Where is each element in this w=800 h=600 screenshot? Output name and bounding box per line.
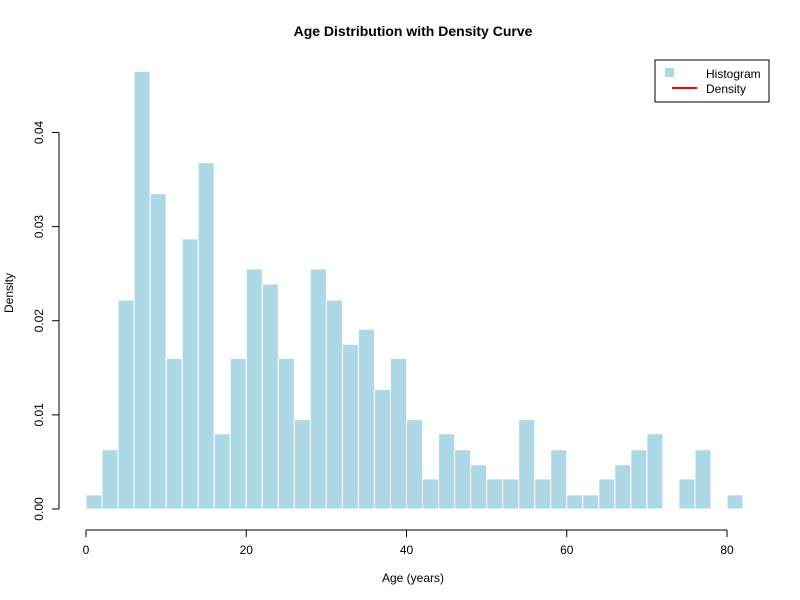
x-tick-label: 20 bbox=[240, 543, 254, 557]
histogram-bar bbox=[534, 478, 552, 510]
histogram-bar bbox=[85, 494, 103, 510]
histogram-bar bbox=[117, 299, 135, 510]
histogram-bar bbox=[101, 449, 119, 510]
x-axis: 0 20 40 60 80 bbox=[83, 529, 734, 557]
y-axis: 0.00 0.01 0.02 0.03 0.04 bbox=[32, 120, 60, 521]
histogram-bar bbox=[646, 433, 664, 510]
y-tick-label: 0.04 bbox=[32, 120, 46, 144]
histogram-bar bbox=[630, 449, 648, 510]
histogram-bar bbox=[357, 328, 375, 510]
histogram-bar bbox=[341, 343, 359, 510]
y-tick-label: 0.03 bbox=[32, 215, 46, 239]
x-tick-label: 40 bbox=[400, 543, 414, 557]
histogram-bar bbox=[406, 419, 424, 510]
histogram-bar bbox=[229, 357, 247, 510]
histogram-bar bbox=[293, 419, 311, 510]
chart-title: Age Distribution with Density Curve bbox=[294, 23, 533, 39]
histogram-bar bbox=[678, 478, 696, 510]
histogram-bar bbox=[325, 299, 343, 510]
histogram-bar bbox=[470, 464, 488, 510]
y-tick-label: 0.01 bbox=[32, 403, 46, 427]
histogram-bar bbox=[454, 449, 472, 510]
histogram-bar bbox=[438, 433, 456, 510]
legend-box bbox=[654, 59, 770, 103]
histogram-bar bbox=[133, 70, 151, 510]
histogram-bar bbox=[502, 478, 520, 510]
histogram-bar bbox=[518, 419, 536, 510]
histogram-bar bbox=[245, 268, 263, 510]
histogram-bar bbox=[213, 433, 231, 510]
legend-histogram-swatch bbox=[665, 68, 674, 77]
x-tick-label: 0 bbox=[83, 543, 90, 557]
histogram-bar bbox=[389, 357, 408, 510]
histogram-bars bbox=[85, 70, 744, 510]
histogram-bar bbox=[197, 162, 215, 510]
y-tick-label: 0.02 bbox=[32, 309, 46, 333]
histogram-bar bbox=[277, 357, 295, 510]
histogram-bar bbox=[726, 494, 744, 510]
histogram-bar bbox=[373, 388, 391, 510]
legend-histogram-label: Histogram bbox=[706, 67, 761, 81]
y-tick-label: 0.00 bbox=[32, 497, 46, 521]
y-axis-label: Density bbox=[2, 273, 16, 313]
legend: Histogram Density bbox=[654, 59, 770, 103]
histogram-bar bbox=[261, 283, 279, 510]
histogram-bar bbox=[614, 464, 632, 510]
x-axis-label: Age (years) bbox=[382, 571, 444, 585]
histogram-bar bbox=[550, 449, 568, 510]
histogram-bar bbox=[422, 478, 440, 510]
histogram-bar bbox=[486, 478, 504, 510]
histogram-bar bbox=[309, 268, 327, 510]
histogram-bar bbox=[181, 238, 199, 510]
x-tick-label: 80 bbox=[720, 543, 734, 557]
legend-density-label: Density bbox=[706, 82, 746, 96]
x-tick-label: 60 bbox=[560, 543, 574, 557]
histogram-bar bbox=[582, 494, 600, 510]
histogram-bar bbox=[598, 478, 616, 510]
histogram-bar bbox=[694, 449, 712, 510]
histogram-bar bbox=[149, 193, 167, 510]
histogram-bar bbox=[566, 494, 584, 510]
histogram-bar bbox=[165, 357, 183, 510]
